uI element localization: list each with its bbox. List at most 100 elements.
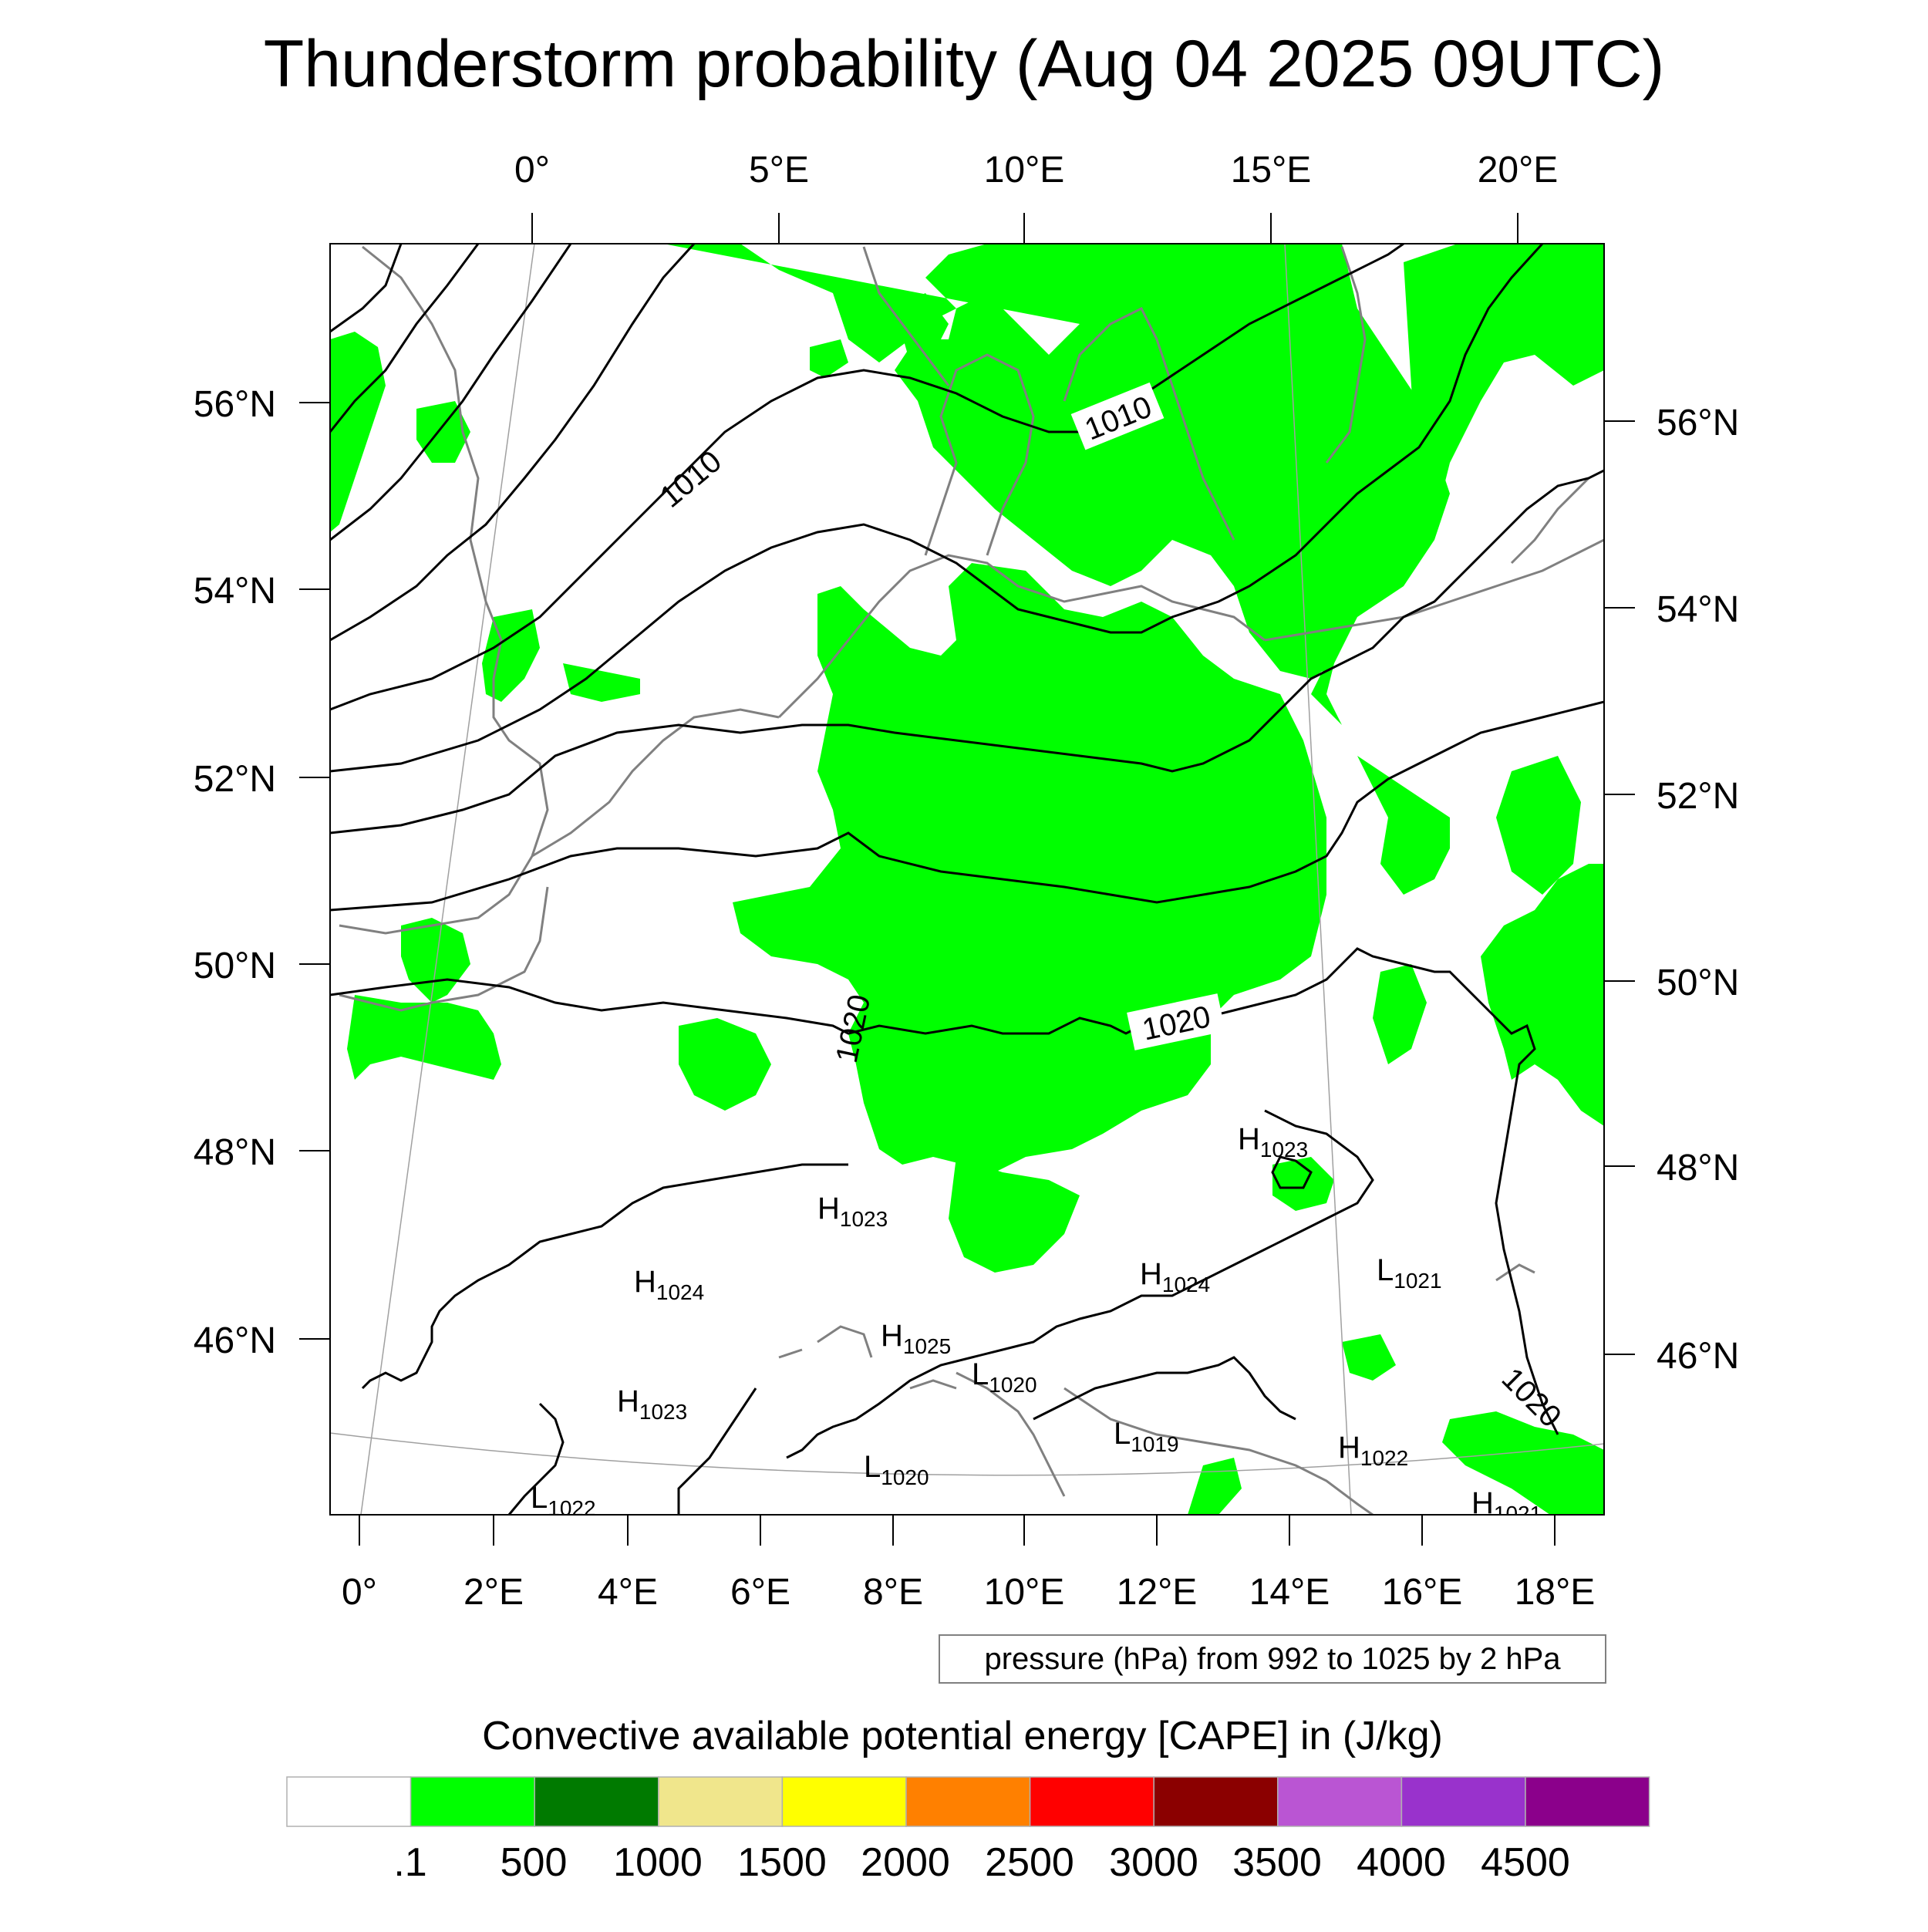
- coast-denmark: [924, 353, 1035, 556]
- pressure-center: H1023: [617, 1384, 687, 1424]
- right-lat-label: 56°N: [1657, 403, 1739, 443]
- right-lat-label: 48°N: [1657, 1148, 1739, 1189]
- bottom-lon-label: 8°E: [863, 1572, 923, 1613]
- coast-germany-north: [777, 554, 1266, 719]
- bottom-lon-label: 10°E: [984, 1572, 1065, 1613]
- legend-tick-label: 1500: [737, 1840, 827, 1885]
- coast-baltic-east: [1510, 477, 1590, 565]
- legend-tick-label: 3500: [1232, 1840, 1322, 1885]
- cape-area-balkans: [1442, 1411, 1604, 1515]
- isobar-northwest-1: [330, 244, 403, 333]
- pressure-center: H1023: [817, 1192, 888, 1231]
- map-frame: [329, 243, 1605, 1516]
- legend-tick-label: 2500: [985, 1840, 1074, 1885]
- bottom-lon-label: 2°E: [463, 1572, 524, 1613]
- legend-tick-label: 4500: [1481, 1840, 1570, 1885]
- contour-info-box: pressure (hPa) from 992 to 1025 by 2 hPa: [939, 1634, 1606, 1684]
- cape-area-east-edge: [1481, 864, 1604, 1126]
- cape-area-scandinavia-baltic: [663, 244, 1450, 679]
- legend-tick-label: 1000: [613, 1840, 703, 1885]
- legend-color-box: [410, 1776, 535, 1827]
- coast-adriatic: [1063, 1387, 1374, 1515]
- coast-sweden-east: [1325, 246, 1367, 464]
- legend-color-box: [658, 1776, 784, 1827]
- isobar-mid-south: [330, 700, 1604, 912]
- legend-title: Convective available potential energy [C…: [482, 1714, 1443, 1758]
- cape-area-baltic-east: [1311, 244, 1604, 895]
- coast-netherlands: [531, 708, 780, 858]
- cape-legend: Convective available potential energy [C…: [286, 1714, 1650, 1885]
- top-lon-label: 10°E: [984, 150, 1065, 191]
- pressure-center: H1023: [1238, 1122, 1308, 1162]
- isobar-label-box: [1127, 993, 1225, 1050]
- legend-color-box: [1029, 1776, 1154, 1827]
- bottom-lon-label: 14°E: [1249, 1572, 1330, 1613]
- cape-area-sweden-west: [895, 293, 949, 362]
- coast-alps-lakes: [778, 1263, 1535, 1390]
- cape-area-france-east: [679, 1018, 771, 1111]
- right-lat-axis: [1604, 420, 1635, 1355]
- top-lon-label: 15°E: [1231, 150, 1312, 191]
- isobar-1020-north: [330, 947, 1559, 1435]
- legend-color-box: [1525, 1776, 1650, 1827]
- cape-area-northsea-patch: [810, 339, 848, 378]
- top-lon-label: 0°: [514, 150, 550, 191]
- cape-area-alps-north: [949, 1157, 1080, 1273]
- cape-area-uk-east: [416, 401, 470, 463]
- left-lat-label: 54°N: [194, 571, 276, 612]
- bottom-lon-label: 4°E: [598, 1572, 658, 1613]
- legend-tick-label: .1: [393, 1840, 426, 1885]
- legend-color-box: [781, 1776, 907, 1827]
- pressure-center: L1020: [864, 1450, 929, 1489]
- isobar-1010-north: [330, 244, 1404, 711]
- pressure-center-layer: H1023 H1023 H1024 H1024 L1021 H1025 L102…: [531, 1122, 1542, 1520]
- coast-sweden-south: [1063, 306, 1235, 541]
- top-lon-axis: [531, 213, 1518, 244]
- left-lat-axis: [299, 402, 330, 1340]
- legend-color-box: [1400, 1776, 1526, 1827]
- pressure-center: H1024: [634, 1265, 704, 1304]
- coast-france-channel: [339, 886, 549, 1012]
- cape-area-poland-east: [1496, 756, 1581, 895]
- right-lat-label: 46°N: [1657, 1336, 1739, 1377]
- pressure-center: L1020: [972, 1357, 1037, 1397]
- bottom-lon-axis: [359, 1515, 1556, 1546]
- legend-color-box: [1277, 1776, 1403, 1827]
- isobar-1010-central: [330, 244, 1544, 773]
- coast-britain-east: [339, 245, 549, 935]
- right-lat-label: 52°N: [1657, 776, 1739, 817]
- right-lat-labels: 56°N 54°N 52°N 50°N 48°N 46°N: [1657, 403, 1739, 1377]
- legend-tick-label: 2000: [861, 1840, 950, 1885]
- cape-area-germany-east-patch: [1373, 964, 1427, 1064]
- left-lat-label: 46°N: [194, 1320, 276, 1361]
- isobar-south-ring: [361, 1163, 848, 1390]
- bottom-lon-label: 6°E: [730, 1572, 790, 1613]
- legend-color-box: [534, 1776, 659, 1827]
- isobar-layer: [330, 244, 1604, 1515]
- pressure-center: L1022: [531, 1481, 596, 1520]
- left-lat-label: 50°N: [194, 946, 276, 986]
- pressure-center: H1022: [1338, 1431, 1408, 1470]
- legend-tick-label: 4000: [1357, 1840, 1446, 1885]
- map-panel: 1010 1010 1020 1020 1020 H1023 H1023 H10…: [329, 243, 1605, 1520]
- left-lat-label: 56°N: [194, 384, 276, 425]
- bottom-lon-label: 12°E: [1117, 1572, 1198, 1613]
- cape-area-england: [482, 609, 540, 702]
- isobar-northwest-4: [330, 244, 696, 642]
- top-lon-label: 5°E: [749, 150, 809, 191]
- map-title: Thunderstorm probability (Aug 04 2025 09…: [264, 27, 1664, 101]
- graticule: [330, 244, 1604, 1515]
- legend-color-box: [1153, 1776, 1279, 1827]
- isobar-label-box: [1070, 382, 1165, 450]
- right-lat-label: 50°N: [1657, 963, 1739, 1003]
- legend-color-box: [905, 1776, 1031, 1827]
- bottom-lon-label: 18°E: [1515, 1572, 1596, 1613]
- bottom-lon-labels: 0° 2°E 4°E 6°E 8°E 10°E 12°E 14°E 16°E 1…: [342, 1572, 1595, 1613]
- pressure-center: H1024: [1140, 1257, 1210, 1296]
- isobar-south: [507, 1356, 1296, 1515]
- coast-norway: [862, 246, 950, 386]
- isobar-hungary-ring: [1271, 1155, 1313, 1189]
- left-lat-labels: 56°N 54°N 52°N 50°N 48°N 46°N: [194, 384, 276, 1361]
